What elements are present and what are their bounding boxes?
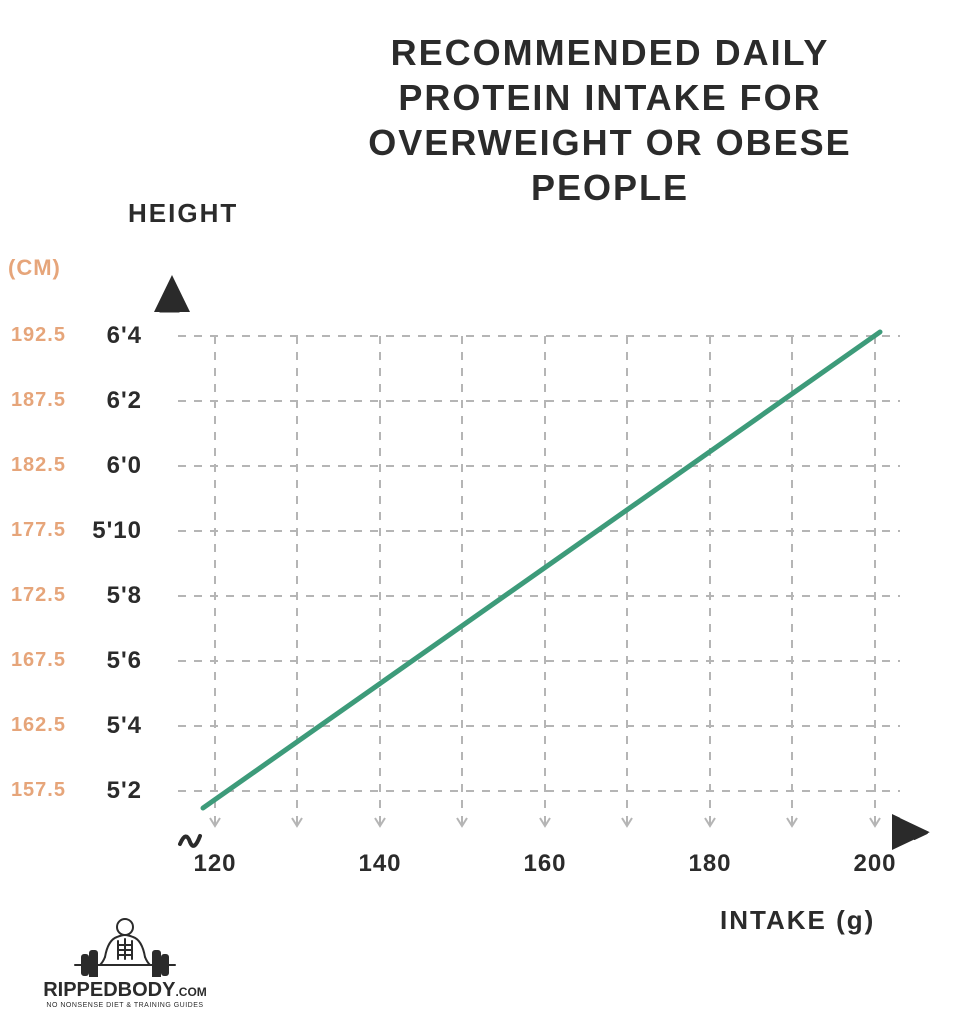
- y-tick-cm: 187.5: [6, 389, 66, 412]
- y-tick-ft: 5'8: [92, 582, 142, 610]
- chart-svg: [0, 0, 971, 1024]
- logo-icon: [70, 915, 180, 977]
- x-tick: 140: [350, 850, 410, 878]
- y-tick-ft: 5'4: [92, 712, 142, 740]
- y-tick-ft: 5'6: [92, 647, 142, 675]
- y-tick-cm: 177.5: [6, 519, 66, 542]
- x-tick: 180: [680, 850, 740, 878]
- y-tick-cm: 172.5: [6, 584, 66, 607]
- y-tick-ft: 5'2: [92, 777, 142, 805]
- y-tick-cm: 157.5: [6, 779, 66, 802]
- y-tick-ft: 6'2: [92, 387, 142, 415]
- logo-suffix: .COM: [175, 985, 206, 999]
- logo-brand: RIPPEDBODY: [43, 979, 175, 1001]
- v-grid-lines: [215, 336, 875, 824]
- y-tick-cm: 167.5: [6, 649, 66, 672]
- logo-tagline: NO NONSENSE DIET & TRAINING GUIDES: [35, 1002, 215, 1009]
- y-tick-ft: 5'10: [92, 517, 142, 545]
- axis-break: [180, 836, 200, 846]
- y-tick-cm: 182.5: [6, 454, 66, 477]
- data-line: [203, 332, 880, 808]
- x-tick: 200: [845, 850, 905, 878]
- y-tick-cm: 192.5: [6, 324, 66, 347]
- y-tick-cm: 162.5: [6, 714, 66, 737]
- y-tick-ft: 6'0: [92, 452, 142, 480]
- logo-brand-text: RIPPEDBODY.COM: [35, 979, 215, 1002]
- brand-logo: RIPPEDBODY.COM NO NONSENSE DIET & TRAINI…: [35, 915, 215, 1009]
- x-axis-arrow: [892, 814, 930, 850]
- x-tick: 120: [185, 850, 245, 878]
- chart-container: RECOMMENDED DAILY PROTEIN INTAKE FOR OVE…: [0, 0, 971, 1024]
- x-tick: 160: [515, 850, 575, 878]
- y-tick-ft: 6'4: [92, 322, 142, 350]
- y-axis-arrow: [154, 275, 190, 312]
